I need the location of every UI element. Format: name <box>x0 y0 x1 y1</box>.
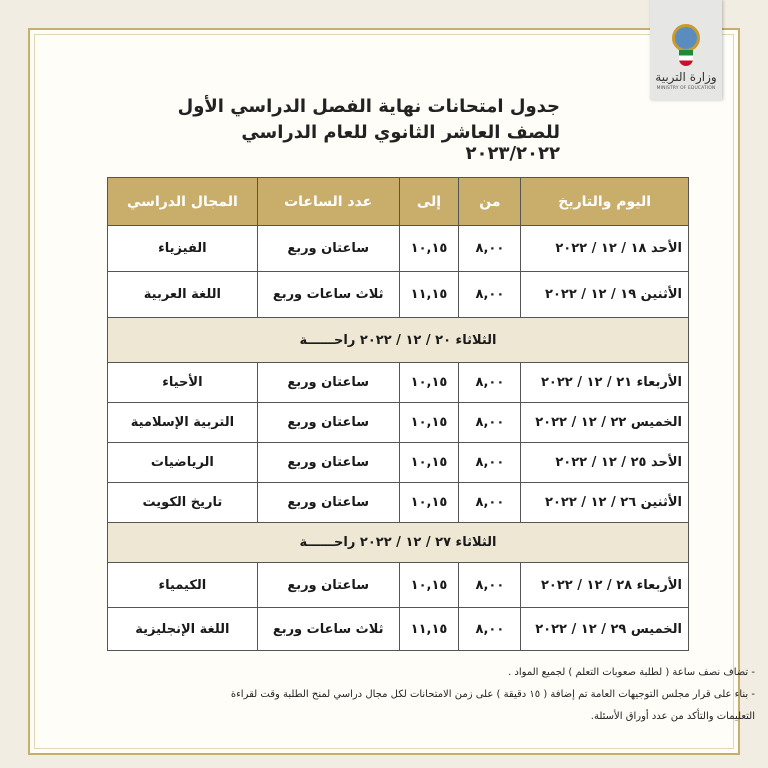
header-subject: المجال الدراسي <box>107 177 258 226</box>
table-header-row: اليوم والتاريخ من إلى عدد الساعات المجال… <box>107 177 689 226</box>
exam-row: الأحد ٢٥ / ١٢ / ٢٠٢٢ ٨,٠٠ ١٠,١٥ ساعتان وربع… <box>107 442 689 483</box>
to-cell: ١١,١٥ <box>398 271 460 318</box>
exam-row: الأحد ١٨ / ١٢ / ٢٠٢٢ ٨,٠٠ ١٠,١٥ ساعتان وربع… <box>107 225 689 272</box>
logo-name-en: MINISTRY OF EDUCATION <box>656 86 716 91</box>
to-cell: ١٠,١٥ <box>398 442 460 483</box>
header-from: من <box>458 177 522 226</box>
kuwait-emblem-icon <box>668 24 704 68</box>
logo-name-ar: وزارة التربية <box>655 70 717 84</box>
subject-cell: اللغة الإنجليزية <box>107 607 258 651</box>
hours-cell: ساعتان وربع <box>256 225 400 272</box>
to-cell: ١١,١٥ <box>398 607 460 651</box>
date-cell: الأحد ٢٥ / ١٢ / ٢٠٢٢ <box>520 442 689 483</box>
subject-cell: الرياضيات <box>107 442 258 483</box>
subject-cell: اللغة العربية <box>107 271 258 318</box>
from-cell: ٨,٠٠ <box>458 482 522 523</box>
page-title: جدول امتحانات نهاية الفصل الدراسي الأول <box>177 96 560 117</box>
date-cell: الأثنين ٢٦ / ١٢ / ٢٠٢٢ <box>520 482 689 523</box>
hours-cell: ساعتان وربع <box>256 362 400 403</box>
from-cell: ٨,٠٠ <box>458 271 522 318</box>
date-cell: الأربعاء ٢٨ / ١٢ / ٢٠٢٢ <box>520 562 689 608</box>
subject-cell: التربية الإسلامية <box>107 402 258 443</box>
hours-cell: ساعتان وربع <box>256 402 400 443</box>
rest-day-row: الثلاثاء ٢٠ / ١٢ / ٢٠٢٢ راحــــــة <box>107 317 689 363</box>
exam-schedule-table: اليوم والتاريخ من إلى عدد الساعات المجال… <box>107 177 689 651</box>
to-cell: ١٠,١٥ <box>398 402 460 443</box>
rest-day-label: الثلاثاء ٢٠ / ١٢ / ٢٠٢٢ راحــــــة <box>107 317 689 363</box>
from-cell: ٨,٠٠ <box>458 562 522 608</box>
exam-row: الخميس ٢٩ / ١٢ / ٢٠٢٢ ٨,٠٠ ١١,١٥ ثلاث ساعات… <box>107 607 689 651</box>
notes: - تضاف نصف ساعة ( لطلبة صعوبات التعلم ) … <box>100 662 755 728</box>
date-cell: الأحد ١٨ / ١٢ / ٢٠٢٢ <box>520 225 689 272</box>
hours-cell: ثلاث ساعات وربع <box>256 271 400 318</box>
to-cell: ١٠,١٥ <box>398 225 460 272</box>
hours-cell: ساعتان وربع <box>256 562 400 608</box>
hours-cell: ساعتان وربع <box>256 482 400 523</box>
page-frame-inner <box>34 34 734 749</box>
rest-day-row: الثلاثاء ٢٧ / ١٢ / ٢٠٢٢ راحــــــة <box>107 522 689 563</box>
date-cell: الخميس ٢٢ / ١٢ / ٢٠٢٢ <box>520 402 689 443</box>
from-cell: ٨,٠٠ <box>458 362 522 403</box>
exam-row: الأثنين ١٩ / ١٢ / ٢٠٢٢ ٨,٠٠ ١١,١٥ ثلاث ساعا… <box>107 271 689 318</box>
date-cell: الأربعاء ٢١ / ١٢ / ٢٠٢٢ <box>520 362 689 403</box>
note-1: - تضاف نصف ساعة ( لطلبة صعوبات التعلم ) … <box>508 667 755 678</box>
subject-cell: الأحياء <box>107 362 258 403</box>
date-cell: الأثنين ١٩ / ١٢ / ٢٠٢٢ <box>520 271 689 318</box>
from-cell: ٨,٠٠ <box>458 402 522 443</box>
exam-row: الأثنين ٢٦ / ١٢ / ٢٠٢٢ ٨,٠٠ ١٠,١٥ ساعتان ور… <box>107 482 689 523</box>
header-date: اليوم والتاريخ <box>520 177 689 226</box>
date-cell: الخميس ٢٩ / ١٢ / ٢٠٢٢ <box>520 607 689 651</box>
rest-day-label: الثلاثاء ٢٧ / ١٢ / ٢٠٢٢ راحــــــة <box>107 522 689 563</box>
subject-cell: الفيزياء <box>107 225 258 272</box>
page-subtitle: للصف العاشر الثانوي للعام الدراسي ٢٠٢٣/٢… <box>241 122 560 164</box>
exam-row: الأربعاء ٢٨ / ١٢ / ٢٠٢٢ ٨,٠٠ ١٠,١٥ ساعتان و… <box>107 562 689 608</box>
hours-cell: ساعتان وربع <box>256 442 400 483</box>
subject-cell: تاريخ الكويت <box>107 482 258 523</box>
from-cell: ٨,٠٠ <box>458 442 522 483</box>
hours-cell: ثلاث ساعات وربع <box>256 607 400 651</box>
to-cell: ١٠,١٥ <box>398 482 460 523</box>
exam-row: الأربعاء ٢١ / ١٢ / ٢٠٢٢ ٨,٠٠ ١٠,١٥ ساعتان و… <box>107 362 689 403</box>
header-to: إلى <box>398 177 460 226</box>
from-cell: ٨,٠٠ <box>458 225 522 272</box>
note-2: - بناء على قرار مجلس التوجيهات العامة تم… <box>230 689 755 700</box>
from-cell: ٨,٠٠ <box>458 607 522 651</box>
ministry-logo: وزارة التربية MINISTRY OF EDUCATION <box>650 0 722 100</box>
header-hours: عدد الساعات <box>256 177 400 226</box>
to-cell: ١٠,١٥ <box>398 562 460 608</box>
subject-cell: الكيمياء <box>107 562 258 608</box>
exam-row: الخميس ٢٢ / ١٢ / ٢٠٢٢ ٨,٠٠ ١٠,١٥ ساعتان ورب… <box>107 402 689 443</box>
note-2-continued: التعليمات والتأكد من عدد أوراق الأسئلة. <box>590 711 755 722</box>
to-cell: ١٠,١٥ <box>398 362 460 403</box>
